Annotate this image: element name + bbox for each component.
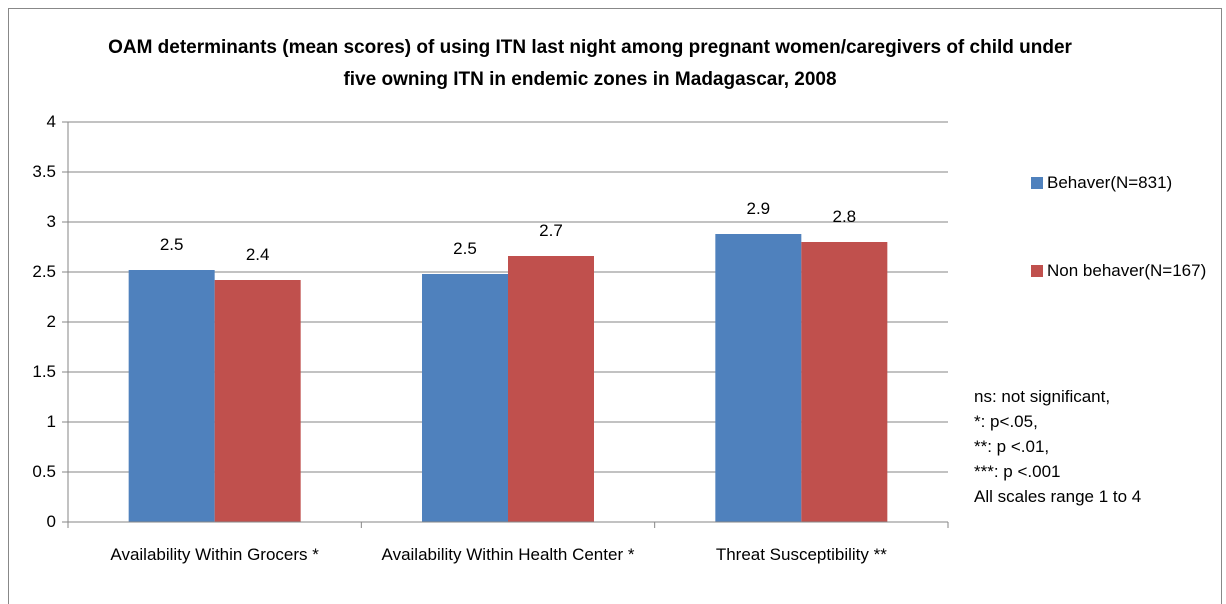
y-tick-label: 4 — [46, 112, 56, 131]
y-tick-label: 3 — [46, 212, 56, 231]
bar — [801, 242, 888, 522]
value-label: 2.9 — [746, 199, 771, 218]
y-tick-label: 1.5 — [32, 362, 56, 381]
chart-title: OAM determinants (mean scores) of using … — [108, 37, 1072, 90]
value-label: 2.5 — [159, 235, 184, 254]
x-tick-label: Threat Susceptibility ** — [715, 545, 887, 564]
y-tick-label: 0 — [46, 512, 56, 531]
y-tick-label: 1 — [46, 412, 56, 431]
value-label: 2.7 — [539, 221, 563, 240]
x-tick-label: Availability Within Health Center * — [381, 545, 635, 564]
value-label: 2.4 — [245, 245, 270, 264]
legend-label: Behaver(N=831) — [1047, 173, 1173, 192]
y-tick-label: 2.5 — [32, 262, 56, 281]
annotation: ns: not significant, — [974, 387, 1111, 406]
annotation: **: p <.01, — [974, 437, 1050, 456]
y-tick-label: 3.5 — [32, 162, 56, 181]
chart-border — [8, 8, 1222, 604]
legend-label: Non behaver(N=167) — [1047, 261, 1207, 280]
legend-swatch — [1031, 265, 1043, 277]
bar — [422, 274, 508, 522]
annotation: *: p<.05, — [974, 412, 1038, 431]
bar — [715, 234, 802, 522]
annotation: All scales range 1 to 4 — [974, 487, 1142, 506]
bar — [128, 270, 215, 522]
x-tick-label: Availability Within Grocers * — [110, 545, 319, 564]
value-label: 2.8 — [832, 207, 857, 226]
legend-swatch — [1031, 177, 1043, 189]
bar — [508, 256, 594, 522]
bar — [214, 280, 301, 522]
y-tick-label: 0.5 — [32, 462, 56, 481]
y-tick-label: 2 — [46, 312, 56, 331]
value-label: 2.5 — [453, 239, 477, 258]
annotation: ***: p <.001 — [974, 462, 1061, 481]
